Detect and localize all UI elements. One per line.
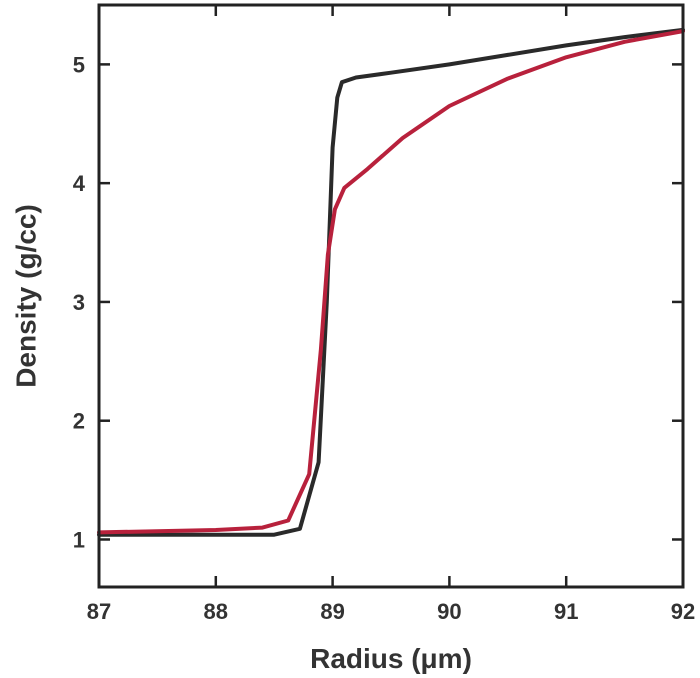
y-tick-label: 1 — [73, 527, 85, 552]
y-axis-label: Density (g/cc) — [11, 204, 42, 388]
y-tick-label: 4 — [73, 171, 86, 196]
series-line-1 — [97, 27, 685, 537]
x-tick-label: 89 — [320, 599, 344, 624]
plot-frame — [97, 3, 685, 589]
x-axis-label: Radius (μm) — [310, 643, 472, 674]
series-lines — [97, 27, 685, 537]
series-line-2 — [97, 29, 685, 535]
x-tick-label: 90 — [437, 599, 461, 624]
x-tick-label: 88 — [204, 599, 228, 624]
x-tick-label: 87 — [87, 599, 111, 624]
tick-labels: 87 88 89 90 91 92 1 2 3 4 5 — [73, 52, 695, 624]
x-tick-label: 91 — [554, 599, 578, 624]
axis-ticks — [97, 5, 685, 587]
y-tick-label: 2 — [73, 409, 85, 434]
y-tick-label: 3 — [73, 290, 85, 315]
x-tick-label: 92 — [671, 599, 695, 624]
y-tick-label: 5 — [73, 52, 85, 77]
